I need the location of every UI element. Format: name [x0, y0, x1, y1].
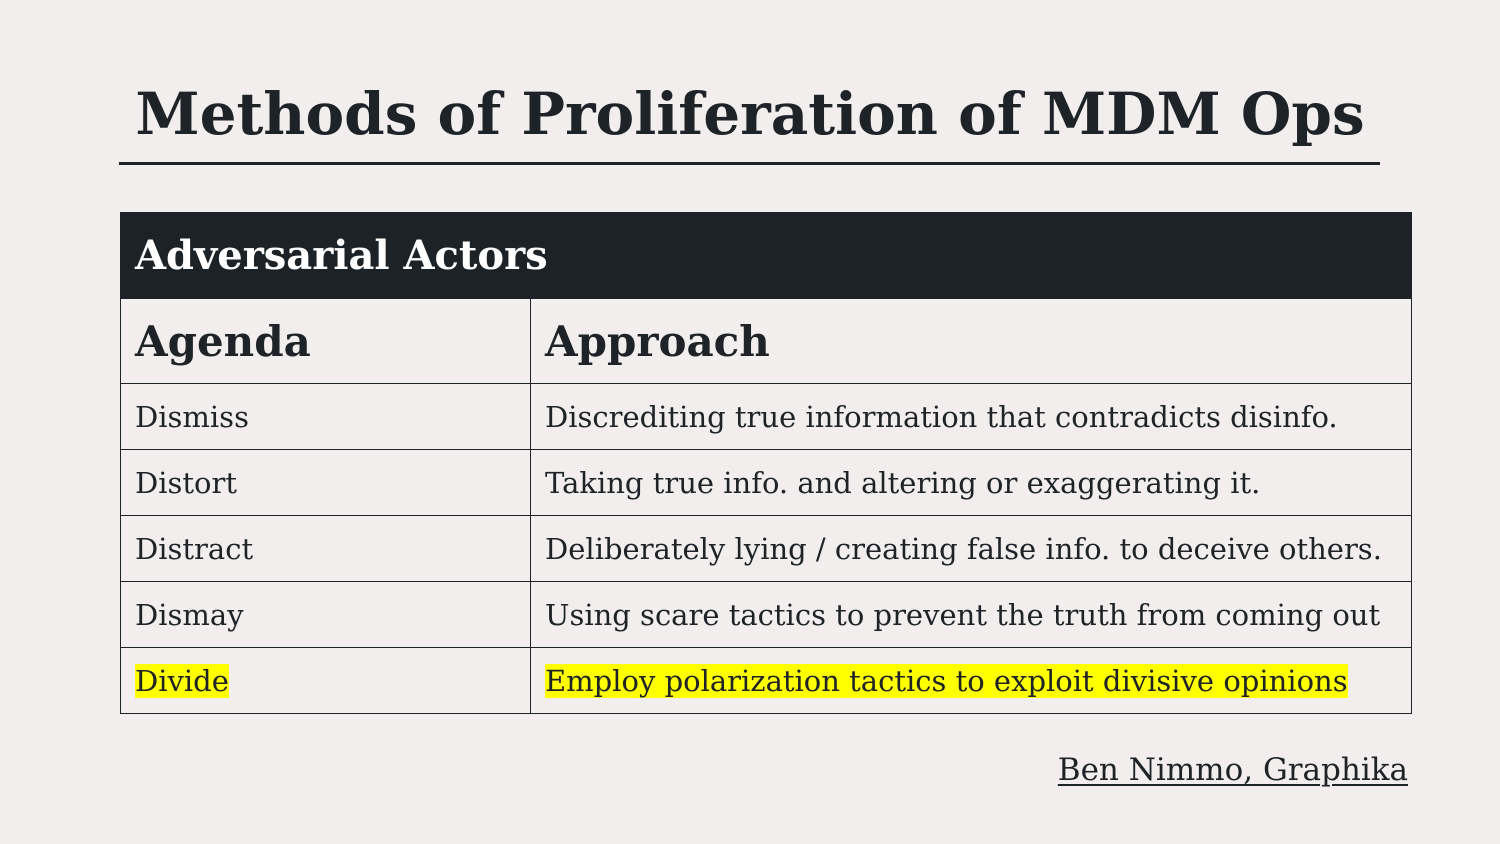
source-credit-link[interactable]: Ben Nimmo, Graphika	[1057, 752, 1408, 788]
agenda-text: Dismiss	[135, 399, 249, 434]
agenda-cell: Distract	[120, 515, 531, 582]
table-banner: Adversarial Actors	[120, 212, 1412, 299]
agenda-text: Distort	[135, 465, 238, 500]
approach-cell: Discrediting true information that contr…	[530, 383, 1412, 450]
approach-cell: Using scare tactics to prevent the truth…	[530, 581, 1412, 648]
agenda-text: Dismay	[135, 597, 244, 632]
table-header-row: Agenda Approach	[120, 298, 1412, 384]
column-header-approach: Approach	[530, 298, 1412, 384]
agenda-approach-table: Adversarial Actors Agenda Approach Dismi…	[120, 212, 1412, 714]
agenda-cell: Distort	[120, 449, 531, 516]
approach-cell: Taking true info. and altering or exagge…	[530, 449, 1412, 516]
title-underline	[119, 162, 1380, 165]
approach-text: Taking true info. and altering or exagge…	[545, 465, 1261, 500]
approach-text-highlighted: Employ polarization tactics to exploit d…	[545, 663, 1348, 698]
agenda-text-highlighted: Divide	[135, 663, 229, 698]
table-row-highlighted: Divide Employ polarization tactics to ex…	[120, 647, 1412, 714]
approach-text: Discrediting true information that contr…	[545, 399, 1338, 434]
approach-text: Using scare tactics to prevent the truth…	[545, 597, 1381, 632]
slide-title: Methods of Proliferation of MDM Ops	[135, 80, 1365, 148]
agenda-text: Distract	[135, 531, 254, 566]
table-row: Distract Deliberately lying / creating f…	[120, 515, 1412, 582]
column-header-agenda: Agenda	[120, 298, 531, 384]
approach-text: Deliberately lying / creating false info…	[545, 531, 1382, 566]
approach-cell: Employ polarization tactics to exploit d…	[530, 647, 1412, 714]
agenda-cell: Divide	[120, 647, 531, 714]
agenda-cell: Dismay	[120, 581, 531, 648]
table-row: Dismay Using scare tactics to prevent th…	[120, 581, 1412, 648]
agenda-cell: Dismiss	[120, 383, 531, 450]
table-banner-row: Adversarial Actors	[120, 212, 1412, 299]
table-row: Distort Taking true info. and altering o…	[120, 449, 1412, 516]
approach-cell: Deliberately lying / creating false info…	[530, 515, 1412, 582]
table-row: Dismiss Discrediting true information th…	[120, 383, 1412, 450]
